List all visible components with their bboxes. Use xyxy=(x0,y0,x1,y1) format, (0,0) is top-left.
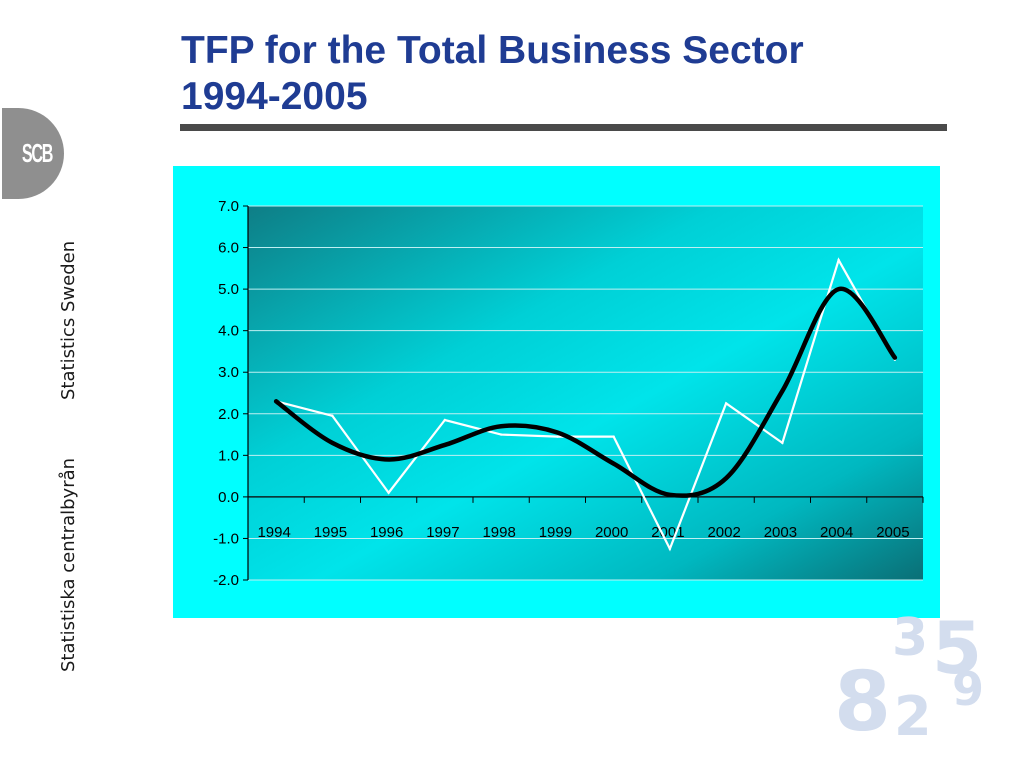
y-tick-label: 1.0 xyxy=(218,447,239,464)
y-tick-label: 5.0 xyxy=(218,281,239,298)
data-point-actual xyxy=(668,547,672,551)
series-lines xyxy=(273,257,898,552)
y-tick-label: -1.0 xyxy=(213,530,239,547)
org-name-swedish: Statistiska centralbyrån xyxy=(58,457,79,672)
data-point-trend xyxy=(387,457,391,461)
data-point-trend xyxy=(499,424,503,428)
data-point-trend xyxy=(555,430,559,434)
deco-digit: 8 xyxy=(834,655,891,745)
y-tick-labels: 7.0 6.0 5.0 4.0 3.0 2.0 1.0 0.0 -1.0 -2.0 xyxy=(213,198,239,589)
data-point-actual xyxy=(443,418,447,422)
chart-panel: 7.0 6.0 5.0 4.0 3.0 2.0 1.0 0.0 -1.0 -2.0 1994 199… xyxy=(173,166,940,618)
y-tick-label: 7.0 xyxy=(218,198,239,215)
x-tick-label: 1999 xyxy=(539,524,572,541)
data-point-actual xyxy=(781,441,784,445)
data-point-trend xyxy=(274,399,278,403)
data-point-trend xyxy=(837,287,841,291)
deco-digit: 5 xyxy=(932,606,982,690)
series-line-actual xyxy=(275,257,896,552)
y-tick-label: 6.0 xyxy=(218,240,239,257)
slide-title-line2: 1994-2005 xyxy=(181,75,368,118)
deco-digit: 2 xyxy=(894,685,932,745)
y-tick-label: 3.0 xyxy=(218,364,239,381)
x-tick-label: 1996 xyxy=(370,524,403,541)
data-point-trend xyxy=(893,356,897,360)
plot-area xyxy=(248,206,923,580)
x-tick-label: 1998 xyxy=(482,524,515,541)
x-tick-label: 2003 xyxy=(764,524,797,541)
data-point-actual xyxy=(499,433,503,436)
x-tick-label: 2005 xyxy=(876,524,909,541)
x-tick-label: 2004 xyxy=(820,524,853,541)
data-point-actual xyxy=(724,402,728,405)
scb-logo: SCB xyxy=(2,108,64,199)
deco-digit: 9 xyxy=(952,662,984,716)
data-point-actual xyxy=(556,435,559,438)
deco-digit: 3 xyxy=(892,608,928,668)
org-name-english: Statistics Sweden xyxy=(58,240,79,400)
data-point-trend xyxy=(443,443,447,447)
y-tick-label: 2.0 xyxy=(218,406,239,423)
y-tick-label: -2.0 xyxy=(213,572,239,589)
axes xyxy=(243,205,924,581)
y-tick-label: 4.0 xyxy=(218,323,239,340)
x-tick-label: 1997 xyxy=(426,524,459,541)
x-tick-label: 2002 xyxy=(707,524,740,541)
slide-title-line1: TFP for the Total Business Sector xyxy=(181,29,804,72)
scb-logo-text: SCB xyxy=(21,138,54,168)
data-point-actual xyxy=(612,435,615,438)
slide-title: TFP for the Total Business Sector 1994-2… xyxy=(181,28,804,120)
data-point-trend xyxy=(668,493,672,497)
digits-decoration: 8 3 5 2 9 xyxy=(834,606,984,745)
data-point-trend xyxy=(612,462,616,466)
data-point-actual xyxy=(331,414,334,418)
data-point-actual xyxy=(837,258,840,262)
tfp-line-chart: 7.0 6.0 5.0 4.0 3.0 2.0 1.0 0.0 -1.0 -2.0 1994 199… xyxy=(213,198,924,589)
data-point-actual xyxy=(387,491,390,494)
x-tick-label: 2000 xyxy=(595,524,628,541)
x-tick-label: 1994 xyxy=(257,524,290,541)
y-tick-label: 0.0 xyxy=(218,489,239,506)
data-point-trend xyxy=(330,441,334,445)
x-tick-labels: 1994 1995 1996 1997 1998 1999 2000 2001 2002 2003… xyxy=(257,524,909,541)
data-point-trend xyxy=(780,389,784,393)
data-point-trend xyxy=(724,476,728,480)
x-tick-label: 1995 xyxy=(314,524,347,541)
title-underline xyxy=(180,124,947,131)
